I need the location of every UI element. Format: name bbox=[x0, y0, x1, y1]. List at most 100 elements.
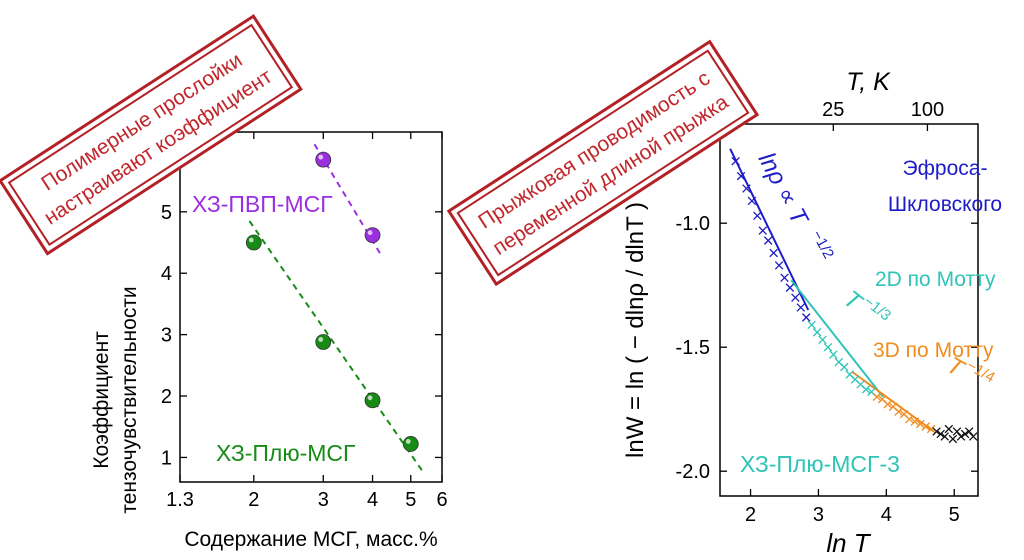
data-point-29 bbox=[883, 399, 892, 409]
data-point-stroke-b-9 bbox=[774, 261, 784, 270]
data-point-16 bbox=[812, 328, 822, 337]
data-point-highlight-s2-1 bbox=[248, 237, 254, 243]
left-x-tick-label-2: 3 bbox=[318, 489, 329, 511]
right-x-tick-label-2: 4 bbox=[881, 504, 892, 526]
data-point-stroke-b-19 bbox=[829, 350, 838, 359]
right-chart: 2 3 4 5 -1.0 -1.5 -2.0 25 100 T, K ln T lnW = … bbox=[622, 68, 1002, 558]
sample-label: ХЗ-Плю-МСГ-3 bbox=[740, 451, 900, 477]
left-x-tick-label-5: 6 bbox=[436, 489, 447, 511]
fit-exponent-2d: −1/3 bbox=[860, 293, 894, 325]
fit-formula-es: lnρ ∝ T bbox=[753, 148, 814, 231]
data-point-stroke-b-17 bbox=[818, 335, 827, 345]
right-x-tick-label-1: 3 bbox=[813, 504, 824, 526]
data-point-highlight-s2-3 bbox=[367, 395, 373, 401]
right-y-axis-label: lnW = ln ( − dlnρ / dlnT ) bbox=[622, 202, 649, 458]
left-x-axis-label: Содержание МСГ, масс.% bbox=[184, 528, 437, 551]
data-point-s2-4 bbox=[402, 436, 419, 452]
data-point-8 bbox=[769, 248, 778, 258]
data-point-36 bbox=[921, 422, 930, 431]
data-point-stroke-b-12 bbox=[791, 293, 800, 302]
left-fit-lines bbox=[248, 143, 424, 472]
right-y-tick-label-2: -2.0 bbox=[676, 461, 710, 483]
data-point-stroke-b-6 bbox=[758, 226, 768, 235]
left-y-tick-label-4: 5 bbox=[161, 202, 172, 224]
fit-line-2 bbox=[248, 220, 424, 472]
data-point-stroke-b-33 bbox=[905, 414, 914, 424]
fit-line-3 bbox=[851, 371, 935, 433]
data-point-11 bbox=[785, 283, 795, 292]
data-point-stroke-b-34 bbox=[910, 417, 920, 426]
data-point-stroke-b-10 bbox=[780, 273, 789, 283]
data-point-stroke-b-3 bbox=[742, 184, 751, 193]
data-point-stroke-b-30 bbox=[888, 402, 898, 411]
data-point-stroke-b-23 bbox=[850, 375, 860, 384]
data-point-stroke-b-24 bbox=[856, 380, 865, 389]
es-legend-line1: Эфроса- bbox=[903, 157, 988, 180]
data-point-15 bbox=[807, 320, 816, 330]
data-point-stroke-b-22 bbox=[845, 370, 854, 379]
right-fit-lines bbox=[729, 148, 935, 433]
right-y-tick-label-1: -1.5 bbox=[676, 337, 710, 359]
data-point-42 bbox=[948, 434, 958, 444]
data-point-stroke-b-13 bbox=[796, 303, 806, 312]
data-point-stroke-b-26 bbox=[867, 387, 876, 397]
data-point-5 bbox=[753, 211, 762, 221]
data-point-18 bbox=[823, 342, 833, 352]
data-point-stroke-b-42 bbox=[948, 434, 958, 444]
data-point-44 bbox=[956, 432, 966, 441]
left-y-axis-label-line2: тензочувствительности bbox=[118, 286, 141, 513]
data-point-stroke-b-1 bbox=[731, 156, 740, 166]
left-x-tick-label-0: 1.3 bbox=[166, 489, 194, 511]
right-x-tick-label-0: 2 bbox=[745, 504, 756, 526]
data-point-stroke-b-39 bbox=[936, 429, 945, 439]
data-point-45 bbox=[960, 429, 970, 439]
data-point-41 bbox=[944, 424, 954, 434]
data-point-3 bbox=[742, 184, 751, 193]
data-point-34 bbox=[910, 417, 920, 426]
data-point-stroke-b-37 bbox=[926, 424, 936, 434]
data-point-14 bbox=[801, 313, 811, 322]
right-x-ticks: 2 3 4 5 bbox=[745, 489, 960, 526]
data-point-1 bbox=[731, 156, 740, 166]
right-x-tick-label-3: 5 bbox=[949, 504, 960, 526]
left-x-tick-label-1: 2 bbox=[248, 489, 259, 511]
data-point-39 bbox=[936, 429, 945, 439]
data-point-stroke-b-45 bbox=[960, 429, 970, 439]
left-y-ticks: 1 2 3 4 5 bbox=[161, 202, 442, 469]
series-label-pvp: ХЗ-ПВП-МСГ bbox=[192, 191, 333, 217]
data-point-13 bbox=[796, 303, 806, 312]
data-point-stroke-b-8 bbox=[769, 248, 778, 258]
data-point-stroke-b-4 bbox=[747, 196, 757, 206]
right-plot-frame bbox=[719, 123, 979, 497]
left-y-tick-label-0: 1 bbox=[161, 447, 172, 469]
right-y-tick-label-0: -1.0 bbox=[676, 213, 710, 235]
data-point-37 bbox=[926, 424, 936, 434]
data-point-stroke-b-21 bbox=[839, 362, 849, 372]
data-point-stroke-b-43 bbox=[952, 427, 962, 436]
data-point-stroke-b-15 bbox=[807, 320, 816, 330]
data-point-s1-2 bbox=[364, 227, 381, 244]
right-top-ticks: 25 100 bbox=[822, 99, 944, 131]
data-point-stroke-b-46 bbox=[964, 427, 974, 436]
left-y-axis-label-line1: Коэффициент bbox=[90, 331, 113, 469]
data-point-s2-1 bbox=[245, 234, 262, 251]
data-point-s2-3 bbox=[364, 392, 381, 409]
data-point-highlight-s1-2 bbox=[367, 230, 373, 236]
data-point-stroke-b-41 bbox=[944, 424, 954, 434]
data-point-21 bbox=[839, 362, 849, 372]
data-point-25 bbox=[861, 385, 871, 394]
data-point-40 bbox=[940, 432, 949, 441]
left-y-axis-label: Коэффициент тензочувствительности bbox=[90, 286, 141, 513]
data-point-stroke-b-28 bbox=[878, 395, 887, 404]
data-point-10 bbox=[780, 273, 789, 283]
fit-line-1 bbox=[729, 148, 810, 311]
mott3d-legend: 3D по Мотту bbox=[873, 339, 994, 362]
left-y-tick-label-3: 4 bbox=[161, 263, 172, 285]
data-point-stroke-b-16 bbox=[812, 328, 822, 337]
fit-line-2 bbox=[790, 279, 884, 398]
data-point-stroke-b-38 bbox=[932, 427, 941, 436]
fit-label-es: lnρ ∝ T −1/2 bbox=[753, 148, 837, 261]
data-point-4 bbox=[747, 196, 757, 206]
